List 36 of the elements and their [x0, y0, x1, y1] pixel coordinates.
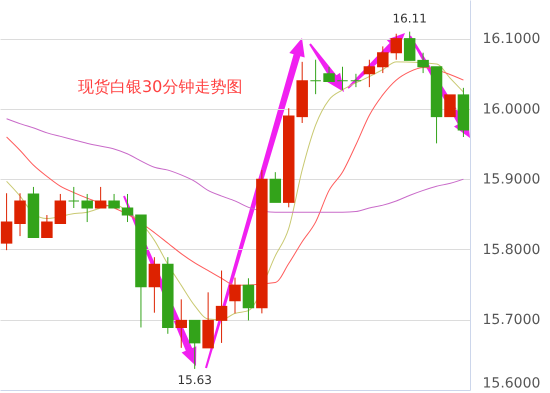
candlestick — [350, 73, 362, 88]
annotation: 15.63 — [178, 372, 212, 387]
y-tick-label: 16.0000 — [482, 101, 540, 118]
candlestick — [94, 186, 106, 208]
annotation: 16.11 — [392, 12, 427, 26]
candlestick — [336, 66, 348, 90]
candlestick — [41, 214, 53, 238]
line-series — [6, 118, 464, 213]
candlestick — [270, 172, 282, 203]
y-tick-label: 15.9000 — [482, 172, 540, 188]
candlestick — [242, 278, 254, 321]
candlestick — [444, 94, 456, 118]
candlestick — [323, 66, 335, 82]
candlestick — [14, 192, 26, 237]
candlestick — [81, 193, 93, 223]
candlestick — [148, 256, 160, 314]
candlestick — [176, 298, 187, 348]
candlestick — [310, 59, 322, 95]
candlestick — [364, 59, 376, 88]
candlestick — [404, 31, 416, 61]
candlestick — [417, 52, 429, 74]
candlestick — [216, 270, 228, 344]
candlestick — [0, 192, 12, 251]
y-tick-label: 15.8000 — [482, 242, 540, 258]
candlestick — [390, 33, 402, 60]
text: 现货白银30分钟走势图 — [78, 77, 242, 96]
candlestick — [54, 193, 66, 224]
candlestick — [68, 186, 80, 208]
candlestick — [377, 46, 389, 74]
line-series — [6, 61, 464, 320]
candlestick — [229, 277, 241, 314]
candlestick — [108, 193, 120, 208]
y-tick-label: 16.1000 — [482, 31, 540, 48]
y-tick-label: 15.7000 — [482, 312, 540, 328]
y-tick-label: 15.6000 — [482, 376, 540, 392]
candlestick — [188, 320, 200, 370]
